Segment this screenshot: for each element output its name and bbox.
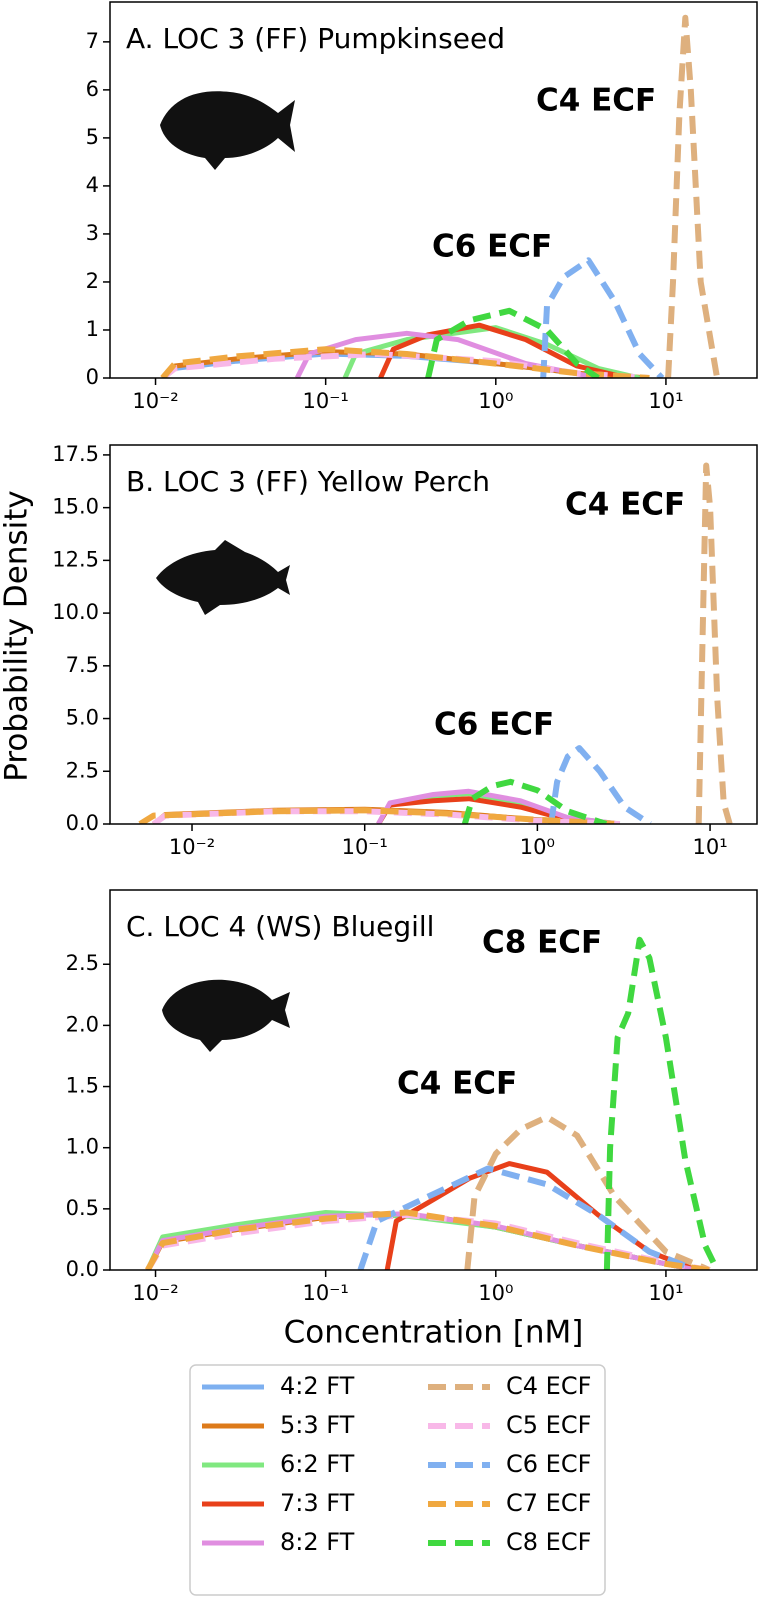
legend-label: C5 ECF (506, 1411, 591, 1439)
x-tick-label: 10¹ (648, 389, 683, 413)
legend-items: 4:2 FT 5:3 FT 6:2 FT 7:3 FT 8:2 FT C4 ECF C5 E… (202, 1372, 591, 1556)
density-line (540, 257, 665, 378)
x-tick-label: 10⁰ (520, 835, 555, 859)
x-tick-label: 10¹ (692, 835, 727, 859)
annotation: C4 ECF (565, 487, 685, 523)
density-line (145, 1211, 697, 1270)
density-line (665, 14, 721, 378)
y-tick-label: 12.5 (52, 547, 99, 571)
density-line (138, 807, 620, 824)
y-axis-label: Probability Density (0, 490, 35, 782)
density-line (376, 788, 621, 824)
legend-label: 4:2 FT (280, 1372, 355, 1400)
legend-label: C8 ECF (506, 1528, 591, 1556)
legend-box (189, 1364, 606, 1596)
panel: 0 1 2 3 4 5 6 7 10⁻² 10⁻¹ 10⁰ 10¹ A. LOC 3 (FF) Pump… (86, 1, 758, 413)
x-tick-label: 10⁰ (478, 1281, 513, 1305)
annotation: C8 ECF (482, 925, 602, 961)
density-line (461, 778, 608, 824)
density-line (695, 462, 733, 824)
y-tick-label: 0 (86, 365, 99, 389)
y-tick-label: 0.0 (66, 811, 99, 835)
y-tick-label: 0.5 (66, 1196, 99, 1220)
annotation: C4 ECF (536, 83, 656, 119)
density-line (464, 1114, 711, 1270)
panel: 0.0 2.5 5.0 7.5 10.0 12.5 15.0 17.5 10⁻² 10⁻¹ 10⁰ 1… (0, 442, 758, 859)
x-tick-label: 10⁻² (132, 389, 178, 413)
y-tick-label: 6 (86, 77, 99, 101)
density-line (160, 346, 650, 378)
legend-label: C4 ECF (506, 1372, 591, 1400)
density-line (145, 1209, 710, 1270)
y-tick-label: 7.5 (66, 653, 99, 677)
plot-frame (109, 444, 758, 825)
density-line (425, 307, 600, 378)
x-tick-label: 10⁻¹ (303, 389, 349, 413)
density-line (145, 1210, 697, 1270)
y-tick-label: 5 (86, 125, 99, 149)
y-tick-label: 1.0 (66, 1135, 99, 1159)
y-tick-label: 7 (86, 29, 99, 53)
y-tick-label: 2.0 (66, 1012, 99, 1036)
fish-icon (156, 540, 290, 615)
plot-frame (109, 1, 758, 379)
x-tick-label: 10⁻¹ (342, 835, 388, 859)
legend-label: 7:3 FT (280, 1489, 355, 1517)
y-tick-label: 17.5 (52, 442, 99, 466)
legend-label: C7 ECF (506, 1489, 591, 1517)
legend-label: 5:3 FT (280, 1411, 355, 1439)
plots: 0 1 2 3 4 5 6 7 10⁻² 10⁻¹ 10⁰ 10¹ A. LOC 3 (FF) Pump… (0, 1, 758, 1351)
annotation: C4 ECF (397, 1066, 517, 1102)
y-tick-label: 1.5 (66, 1074, 99, 1098)
x-axis-label: Concentration [nM] (284, 1315, 584, 1351)
density-line (145, 1211, 697, 1270)
x-tick-label: 10¹ (648, 1281, 683, 1305)
density-line (357, 1165, 697, 1270)
y-tick-label: 10.0 (52, 600, 99, 624)
plot-frame (109, 889, 758, 1271)
y-tick-label: 0.0 (66, 1257, 99, 1281)
annotation: C6 ECF (434, 707, 554, 743)
y-tick-label: 2.5 (66, 951, 99, 975)
fish-icon (160, 91, 295, 170)
x-tick-label: 10⁰ (478, 389, 513, 413)
annotation: C6 ECF (432, 229, 552, 265)
density-line (603, 936, 720, 1270)
legend-label: C6 ECF (506, 1450, 591, 1478)
legend-label: 6:2 FT (280, 1450, 355, 1478)
fish-silhouettes (156, 91, 295, 1052)
y-tick-label: 2.5 (66, 758, 99, 782)
fish-icon (162, 979, 290, 1052)
legend-label: 8:2 FT (280, 1528, 355, 1556)
panel-title: B. LOC 3 (FF) Yellow Perch (126, 465, 490, 498)
y-tick-label: 4 (86, 173, 99, 197)
panel-title: A. LOC 3 (FF) Pumpkinseed (126, 22, 505, 55)
x-tick-label: 10⁻² (169, 835, 215, 859)
density-line (548, 745, 652, 824)
legend: 4:2 FT 5:3 FT 6:2 FT 7:3 FT 8:2 FT C4 ECF C5 E… (189, 1364, 606, 1596)
y-tick-label: 1 (86, 317, 99, 341)
x-tick-label: 10⁻¹ (303, 1281, 349, 1305)
y-tick-label: 15.0 (52, 495, 99, 519)
y-tick-label: 2 (86, 269, 99, 293)
panel-title: C. LOC 4 (WS) Bluegill (126, 910, 434, 943)
y-tick-label: 5.0 (66, 706, 99, 730)
panel: 0.0 0.5 1.0 1.5 2.0 2.5 10⁻² 10⁻¹ 10⁰ 10¹ C. LOC 4… (66, 889, 758, 1351)
y-tick-label: 3 (86, 221, 99, 245)
x-tick-label: 10⁻² (132, 1281, 178, 1305)
